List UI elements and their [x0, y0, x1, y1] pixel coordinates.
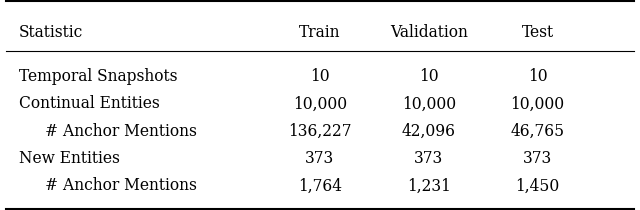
Text: 10,000: 10,000 — [293, 96, 347, 112]
Text: Continual Entities: Continual Entities — [19, 96, 160, 112]
Text: 136,227: 136,227 — [288, 123, 352, 140]
Text: # Anchor Mentions: # Anchor Mentions — [45, 123, 196, 140]
Text: 1,450: 1,450 — [515, 177, 560, 194]
Text: 1,231: 1,231 — [407, 177, 451, 194]
Text: 10,000: 10,000 — [402, 96, 456, 112]
Text: 373: 373 — [305, 150, 335, 167]
Text: Test: Test — [522, 24, 554, 41]
Text: Temporal Snapshots: Temporal Snapshots — [19, 68, 178, 85]
Text: 42,096: 42,096 — [402, 123, 456, 140]
Text: 10: 10 — [528, 68, 547, 85]
Text: 10,000: 10,000 — [511, 96, 564, 112]
Text: New Entities: New Entities — [19, 150, 120, 167]
Text: 1,764: 1,764 — [298, 177, 342, 194]
Text: 10: 10 — [310, 68, 330, 85]
Text: # Anchor Mentions: # Anchor Mentions — [45, 177, 196, 194]
Text: 10: 10 — [419, 68, 438, 85]
Text: Statistic: Statistic — [19, 24, 83, 41]
Text: Train: Train — [300, 24, 340, 41]
Text: 46,765: 46,765 — [511, 123, 564, 140]
Text: 373: 373 — [523, 150, 552, 167]
Text: Validation: Validation — [390, 24, 468, 41]
Text: 373: 373 — [414, 150, 444, 167]
